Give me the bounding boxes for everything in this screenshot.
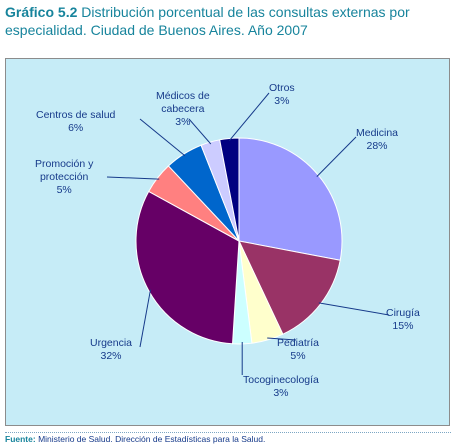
leader-line-6 [139, 118, 186, 157]
source-note: Fuente: Ministerio de Salud. Dirección d… [5, 432, 451, 447]
chart-area: Medicina 28% Cirugía 15% Pediatría 5% To… [5, 58, 450, 426]
label-centros-salud: Centros de salud 6% [36, 109, 116, 134]
label-tocoginecologia: Tocoginecología 3% [243, 374, 319, 399]
leader-line-4 [139, 289, 151, 348]
leader-line-5 [106, 176, 160, 180]
leader-line-0 [316, 136, 357, 177]
pie-chart [106, 92, 390, 375]
pie-slice-1 [238, 240, 341, 335]
leader-line-1 [318, 302, 390, 316]
label-medicina: Medicina 28% [356, 127, 399, 152]
label-promocion: Promoción y protección 5% [35, 158, 94, 196]
label-cirugia: Cirugía 15% [386, 307, 420, 332]
leader-line-8 [229, 92, 270, 141]
pie-slice-0 [238, 137, 343, 261]
pie-slice-4 [135, 190, 240, 345]
source-text: Ministerio de Salud. Dirección de Estadí… [38, 434, 266, 444]
leader-line-2 [267, 337, 297, 341]
chart-title: Gráfico 5.2 Distribución porcentual de l… [5, 3, 451, 39]
label-pediatria: Pediatría 5% [277, 337, 320, 362]
label-urgencia: Urgencia 32% [90, 337, 133, 362]
label-medicos-cabecera: Médicos de cabecera 3% [156, 90, 210, 128]
source-label: Fuente: [5, 434, 36, 444]
pie-slice-8 [219, 137, 240, 242]
figure-number: Gráfico 5.2 [5, 4, 78, 20]
figure-caption: Distribución porcentual de las consultas… [5, 4, 410, 38]
label-otros: Otros 3% [269, 82, 295, 107]
leader-line-7 [188, 118, 212, 145]
